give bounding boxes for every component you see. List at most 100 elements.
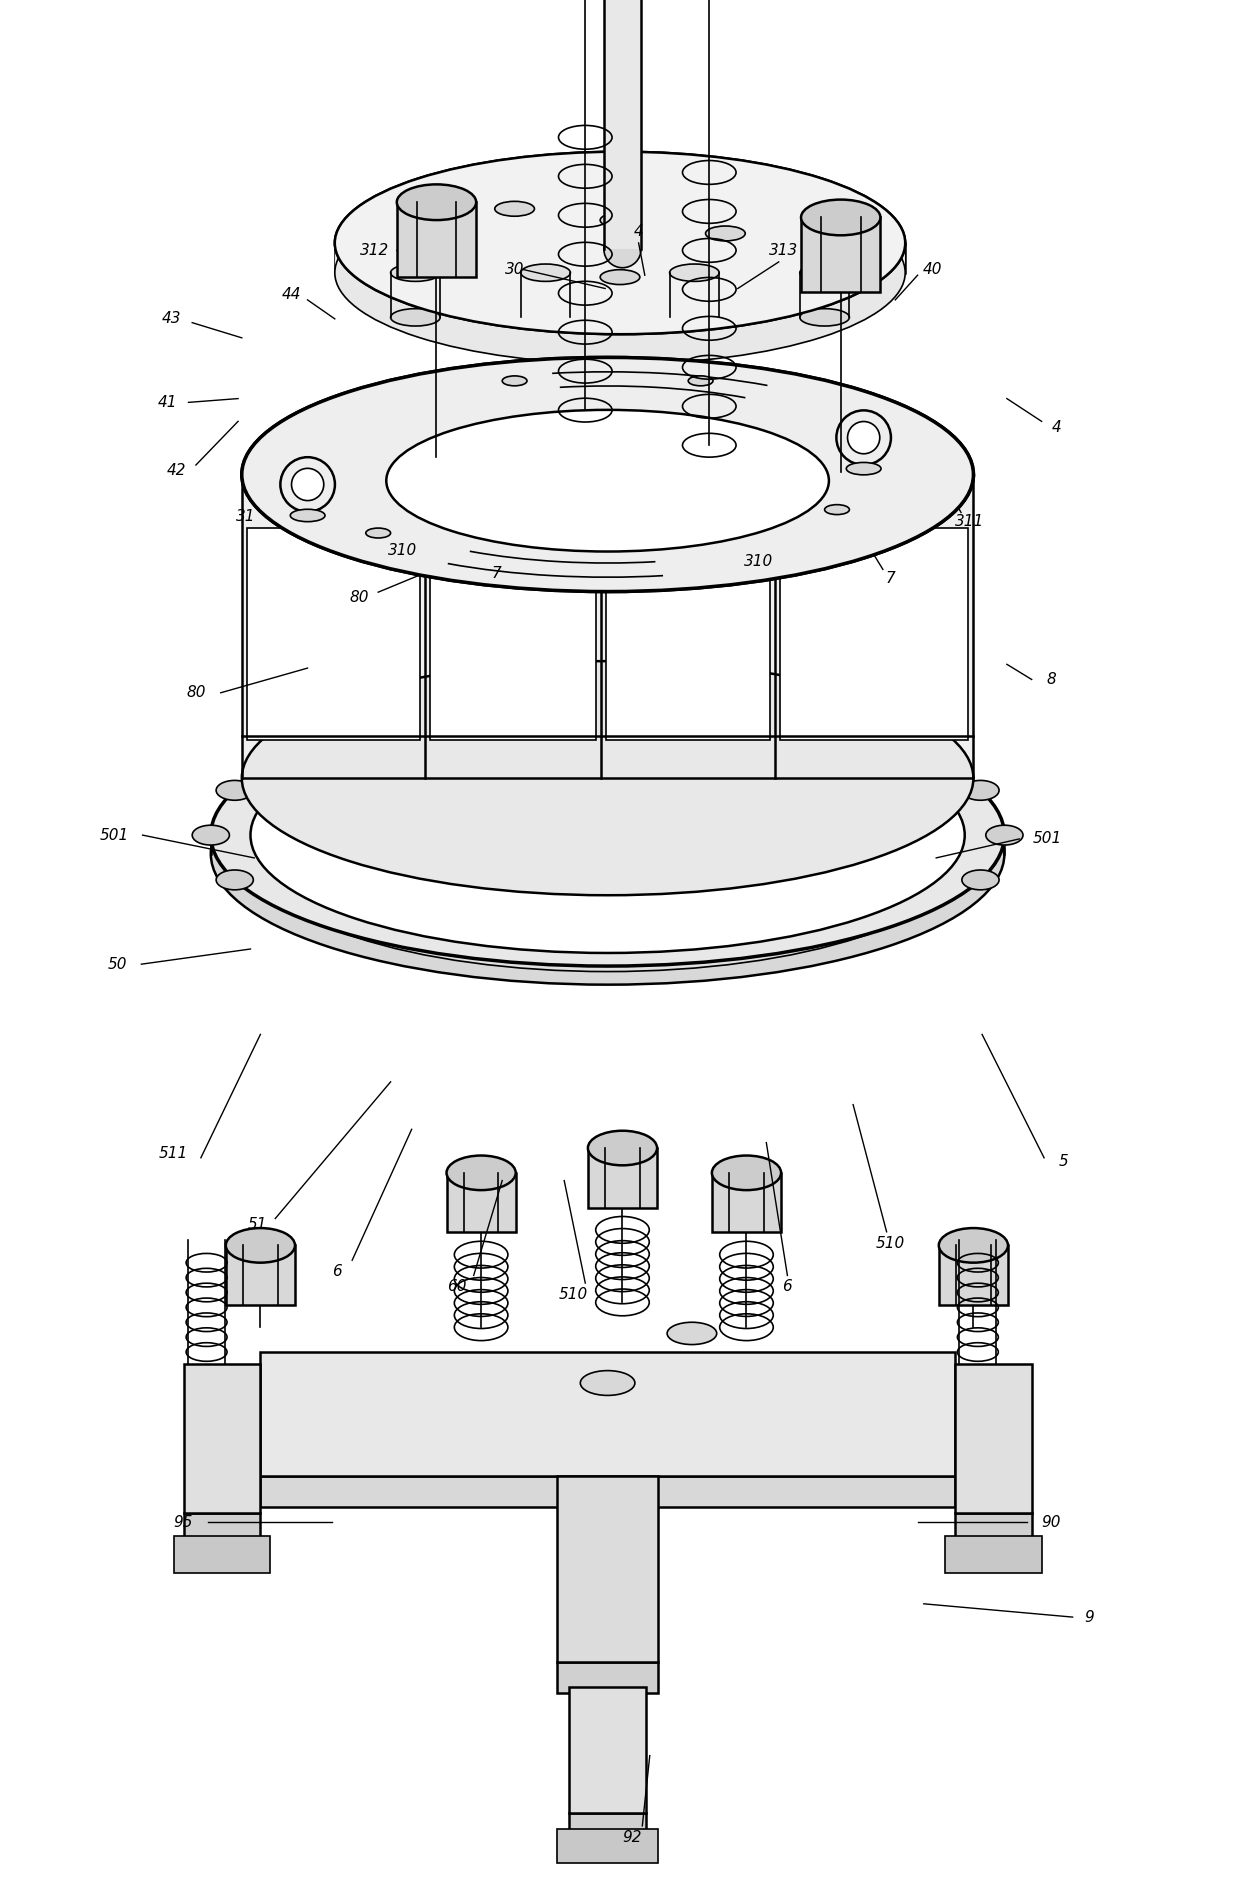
Ellipse shape <box>800 264 849 281</box>
Ellipse shape <box>250 717 965 953</box>
Polygon shape <box>211 835 1004 854</box>
Text: 3: 3 <box>683 528 693 543</box>
Ellipse shape <box>216 869 253 890</box>
Ellipse shape <box>588 1131 657 1165</box>
Ellipse shape <box>216 780 253 801</box>
Text: 4: 4 <box>1052 419 1061 435</box>
Text: 310: 310 <box>388 543 418 558</box>
Ellipse shape <box>801 199 880 235</box>
Ellipse shape <box>366 528 391 537</box>
Text: 8: 8 <box>1047 672 1056 687</box>
Text: 40: 40 <box>923 262 942 277</box>
Text: 44: 44 <box>281 287 301 302</box>
Ellipse shape <box>391 309 440 326</box>
Text: 9: 9 <box>1084 1610 1094 1625</box>
Ellipse shape <box>291 469 324 501</box>
Ellipse shape <box>502 376 527 385</box>
Ellipse shape <box>846 463 880 474</box>
Ellipse shape <box>397 184 476 220</box>
Ellipse shape <box>670 309 719 326</box>
Text: 51: 51 <box>248 1217 268 1232</box>
Bar <box>397 203 476 277</box>
Ellipse shape <box>688 376 713 385</box>
Polygon shape <box>604 0 641 249</box>
Ellipse shape <box>580 1370 635 1395</box>
Ellipse shape <box>335 152 905 334</box>
Ellipse shape <box>242 661 973 896</box>
Text: 312: 312 <box>360 243 389 258</box>
Polygon shape <box>557 1477 658 1663</box>
Ellipse shape <box>211 704 1004 966</box>
Polygon shape <box>569 1687 646 1813</box>
Text: 42: 42 <box>166 463 186 478</box>
Ellipse shape <box>986 826 1023 845</box>
Ellipse shape <box>706 226 745 241</box>
Text: 4: 4 <box>634 224 644 239</box>
Text: 310: 310 <box>744 554 774 569</box>
Ellipse shape <box>667 1323 717 1344</box>
Text: 5: 5 <box>1059 1154 1069 1169</box>
Polygon shape <box>557 1663 658 1693</box>
Bar <box>446 1173 516 1232</box>
Ellipse shape <box>495 201 534 216</box>
Text: 32: 32 <box>588 539 608 554</box>
Ellipse shape <box>446 1156 516 1190</box>
Text: 6: 6 <box>332 1264 342 1279</box>
Ellipse shape <box>939 1228 1008 1262</box>
Text: 43: 43 <box>161 311 181 326</box>
Ellipse shape <box>391 264 440 281</box>
Ellipse shape <box>962 869 999 890</box>
Text: 30: 30 <box>505 262 525 277</box>
Ellipse shape <box>848 421 880 454</box>
Bar <box>780 528 968 740</box>
Bar <box>588 1148 657 1207</box>
Polygon shape <box>569 1813 646 1841</box>
Text: 80: 80 <box>186 685 206 700</box>
Bar <box>801 218 880 292</box>
Ellipse shape <box>211 723 1004 985</box>
Polygon shape <box>184 1365 260 1513</box>
Polygon shape <box>260 1351 955 1477</box>
Text: 510: 510 <box>558 1287 588 1302</box>
Ellipse shape <box>962 780 999 801</box>
Text: 80: 80 <box>350 590 370 605</box>
Ellipse shape <box>521 264 570 281</box>
Ellipse shape <box>290 509 325 522</box>
Text: 7: 7 <box>885 571 895 586</box>
Polygon shape <box>955 1365 1032 1513</box>
Ellipse shape <box>387 410 828 552</box>
Text: 501: 501 <box>1033 831 1063 847</box>
Ellipse shape <box>242 357 973 592</box>
Ellipse shape <box>521 309 570 326</box>
Text: 501: 501 <box>99 828 129 843</box>
Bar <box>226 1245 295 1306</box>
Bar <box>939 1245 1008 1306</box>
Polygon shape <box>174 1535 270 1573</box>
Ellipse shape <box>670 264 719 281</box>
Ellipse shape <box>192 826 229 845</box>
Text: 511: 511 <box>159 1146 188 1162</box>
Polygon shape <box>945 1535 1042 1573</box>
Ellipse shape <box>242 357 973 592</box>
Text: 7: 7 <box>491 566 501 581</box>
Ellipse shape <box>604 230 641 268</box>
Bar <box>712 1173 781 1232</box>
Polygon shape <box>335 243 905 273</box>
Text: 313: 313 <box>769 243 799 258</box>
Text: 50: 50 <box>108 957 128 972</box>
Ellipse shape <box>600 270 640 285</box>
Text: 92: 92 <box>622 1830 642 1845</box>
Text: 41: 41 <box>157 395 177 410</box>
Text: 90: 90 <box>1042 1515 1061 1530</box>
Text: 6: 6 <box>782 1279 792 1294</box>
Text: 95: 95 <box>174 1515 193 1530</box>
Polygon shape <box>184 1513 260 1549</box>
Ellipse shape <box>800 309 849 326</box>
Text: 31: 31 <box>236 509 255 524</box>
Ellipse shape <box>226 1228 295 1262</box>
Ellipse shape <box>712 1156 781 1190</box>
Bar <box>606 528 770 740</box>
Ellipse shape <box>335 182 905 364</box>
Polygon shape <box>557 1828 658 1864</box>
Polygon shape <box>242 474 973 778</box>
